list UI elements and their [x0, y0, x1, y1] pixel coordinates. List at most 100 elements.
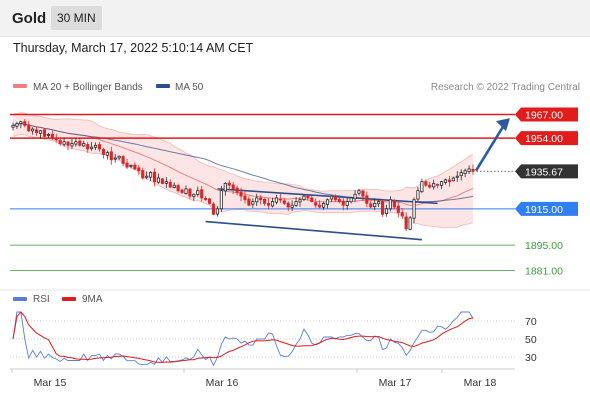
candle — [90, 142, 94, 151]
candle — [219, 185, 223, 212]
bollinger-lower-line — [12, 134, 474, 229]
candle-body — [459, 172, 463, 177]
candle-body — [373, 202, 377, 207]
chart-datetime: Thursday, March 17, 2022 5:10:14 AM CET — [13, 41, 254, 55]
candle — [23, 118, 27, 128]
candle — [164, 177, 168, 188]
candle — [160, 177, 164, 185]
candle — [168, 179, 172, 189]
candle — [66, 140, 70, 151]
candle — [188, 187, 192, 200]
candle — [365, 191, 369, 208]
legend-label-9ma: 9MA — [82, 294, 103, 305]
legend-label-ma50: MA 50 — [175, 82, 204, 93]
trend-annotations — [205, 118, 510, 241]
candle — [149, 171, 153, 182]
candle-body — [447, 179, 451, 183]
candle — [443, 178, 448, 185]
candle-body — [11, 124, 15, 128]
candle — [333, 194, 337, 202]
candle — [35, 126, 39, 136]
candle — [424, 179, 428, 188]
instrument-title: Gold — [12, 10, 47, 27]
candle-body — [31, 128, 35, 132]
projection-arrow-shaft — [474, 124, 506, 172]
candle-body — [188, 188, 192, 197]
candle — [38, 129, 43, 139]
candle-body — [239, 191, 243, 197]
price-levels — [10, 113, 515, 271]
candle-body — [125, 162, 129, 168]
candle — [416, 187, 420, 203]
candle — [290, 200, 294, 211]
candle — [101, 147, 105, 159]
candle-body — [101, 149, 105, 155]
candle-body — [420, 181, 424, 193]
candle — [412, 197, 416, 224]
candle — [121, 154, 125, 166]
candle-body — [298, 199, 302, 203]
candle — [215, 206, 220, 217]
candle — [266, 198, 271, 209]
level-label-1954.00: 1954.00 — [525, 133, 563, 145]
candle-body — [341, 200, 345, 206]
candle — [93, 142, 98, 151]
candle — [392, 199, 396, 210]
candle-body — [46, 134, 50, 136]
candle — [384, 204, 389, 217]
candle-body — [263, 198, 267, 204]
candle-body — [266, 203, 271, 206]
candle-body — [90, 146, 94, 150]
level-label-1881.00: 1881.00 — [525, 265, 563, 277]
x-axis: Mar 15 Mar 16 Mar 17 Mar 18 — [11, 369, 497, 389]
rsi-tick-30: 30 — [525, 352, 537, 364]
legend-swatch-rsi — [13, 297, 27, 301]
candle — [196, 186, 200, 197]
candle-body — [345, 201, 349, 206]
rsi-legend: RSI 9MA — [13, 294, 103, 305]
candle — [211, 201, 216, 216]
candle-body — [400, 212, 404, 217]
candle — [172, 182, 176, 189]
legend-label-rsi: RSI — [33, 294, 50, 305]
candle-body — [82, 143, 86, 147]
x-tick-label: Mar 15 — [34, 377, 67, 389]
candle-body — [208, 198, 212, 204]
candle — [400, 207, 404, 219]
candle-body — [137, 167, 141, 172]
candle-body — [251, 201, 255, 205]
level-tag-1935.67 — [515, 164, 578, 179]
candle — [137, 165, 141, 176]
candle — [274, 194, 278, 205]
candle — [46, 132, 50, 138]
candle — [208, 197, 212, 205]
candle — [180, 188, 184, 194]
candle-body — [270, 201, 275, 207]
candle-body — [455, 175, 459, 178]
rsi-lines — [12, 311, 474, 367]
rsi-ma-line — [12, 311, 474, 363]
candle — [467, 165, 471, 175]
x-tick-label: Mar 18 — [464, 377, 497, 389]
candle — [129, 164, 133, 169]
candle — [192, 193, 196, 201]
candle-body — [471, 168, 475, 172]
candle — [239, 187, 243, 202]
candle — [439, 180, 444, 189]
candle — [322, 201, 326, 210]
candle — [247, 196, 251, 207]
timeframe-button[interactable]: 30 MIN — [51, 6, 102, 30]
candle — [373, 198, 377, 211]
candle-body — [164, 181, 168, 184]
candle-body — [333, 196, 337, 201]
candle — [227, 180, 231, 191]
candle-body — [294, 201, 298, 206]
candle — [310, 195, 314, 203]
candle-body — [381, 201, 385, 215]
candle — [408, 216, 412, 231]
candle — [325, 198, 330, 209]
candle-body — [416, 190, 420, 200]
candle — [432, 179, 436, 190]
candle-body — [97, 144, 102, 150]
legend: MA 20 + Bollinger Bands MA 50 — [13, 82, 204, 93]
